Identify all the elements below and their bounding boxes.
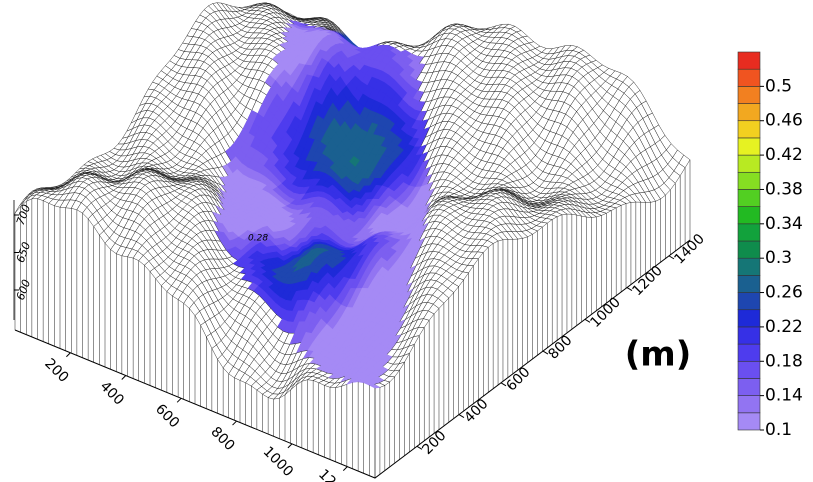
x-tick-label: 600	[152, 401, 182, 431]
x-tick	[122, 376, 126, 380]
colorbar-band	[738, 241, 760, 258]
colorbar-band	[738, 275, 760, 292]
x-tick	[343, 467, 347, 471]
colorbar-band	[738, 293, 760, 310]
colorbar-band	[738, 121, 760, 138]
colorbar-band	[738, 396, 760, 413]
z-tick-label: 700	[14, 203, 33, 227]
colorbar-tick-label: 0.3	[765, 248, 792, 268]
colorbar-band	[738, 258, 760, 275]
colorbar-tick-label: 0.34	[765, 214, 803, 234]
colorbar-band	[738, 378, 760, 395]
y-tick-label: 800	[545, 333, 575, 363]
x-tick	[177, 398, 181, 402]
colorbar-band	[738, 189, 760, 206]
colorbar-band	[738, 172, 760, 189]
x-tick	[233, 421, 237, 425]
colorbar-tick-label: 0.5	[765, 76, 792, 96]
contour-label: 0.28	[248, 234, 268, 244]
colorbar-band	[738, 138, 760, 155]
colorbar-tick-label: 0.42	[765, 145, 803, 165]
x-tick-label: 400	[97, 378, 127, 408]
x-tick-label: 200	[41, 356, 71, 386]
colorbar-tick-label: 0.26	[765, 283, 803, 303]
colorbar-tick-label: 0.1	[765, 420, 792, 440]
y-tick-label: 1000	[587, 294, 624, 331]
y-tick-label: 1200	[629, 263, 666, 300]
unit-label: (m)	[625, 335, 692, 375]
x-tick-label: 1000	[260, 444, 297, 481]
colorbar-band	[738, 224, 760, 241]
y-tick-label: 200	[419, 428, 449, 458]
x-tick	[288, 444, 292, 448]
colorbar-band	[738, 69, 760, 86]
colorbar-tick-label: 0.38	[765, 179, 803, 199]
x-tick-label: 1200	[315, 466, 352, 482]
z-tick-label: 650	[14, 240, 33, 264]
chart: (m) 200400600800100012002004006008001000…	[0, 0, 813, 482]
y-tick-label: 400	[461, 396, 491, 426]
colorbar-tick-label: 0.18	[765, 351, 803, 371]
colorbar-band	[738, 361, 760, 378]
colorbar-band	[738, 413, 760, 430]
colorbar-band	[738, 344, 760, 361]
x-tick	[66, 353, 70, 357]
y-tick-label: 1400	[671, 231, 708, 268]
colorbar-tick-label: 0.22	[765, 317, 803, 337]
z-tick-label: 600	[14, 278, 33, 302]
colorbar-tick-label: 0.46	[765, 111, 803, 131]
colorbar-band	[738, 104, 760, 121]
colorbar-band	[738, 155, 760, 172]
colorbar-band	[738, 86, 760, 103]
colorbar-band	[738, 310, 760, 327]
x-tick-label: 800	[207, 424, 237, 454]
colorbar-tick-label: 0.14	[765, 386, 803, 406]
colorbar-band	[738, 52, 760, 69]
colorbar-band	[738, 327, 760, 344]
colorbar-band	[738, 207, 760, 224]
